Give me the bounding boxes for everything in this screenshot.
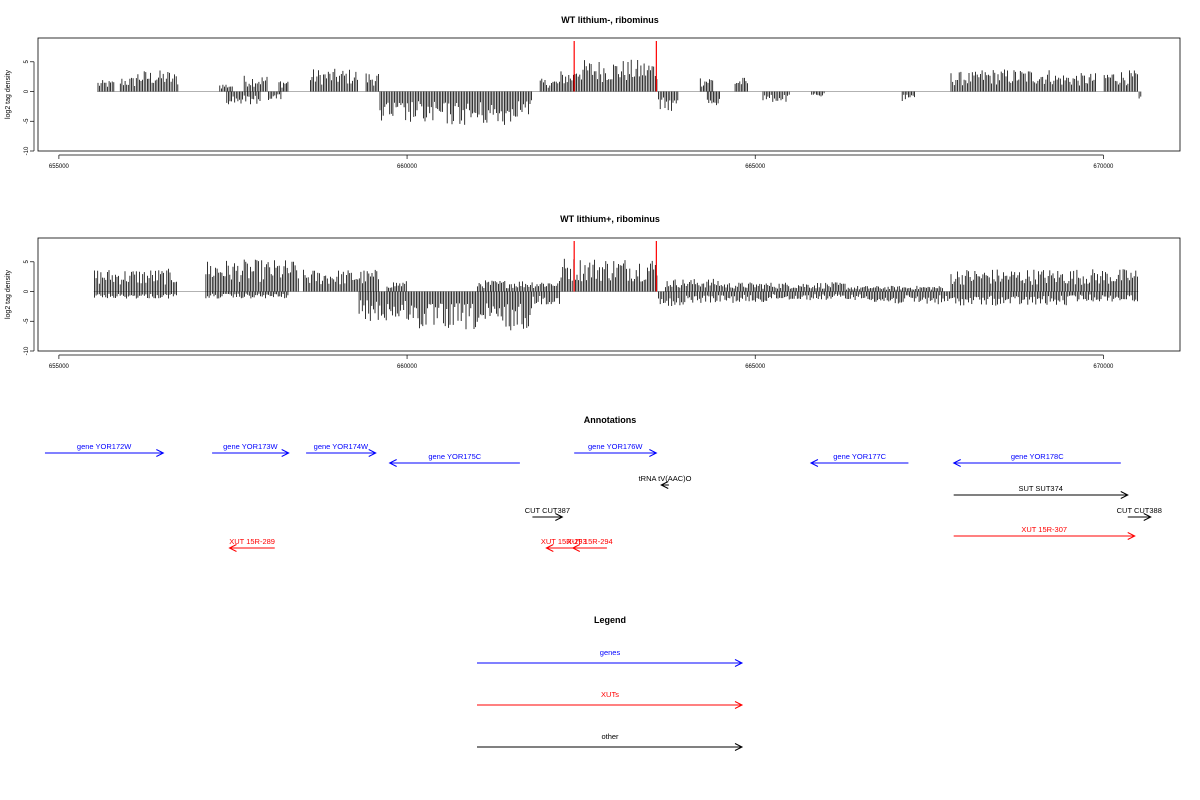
x-tick-label: 665000 <box>745 164 766 170</box>
annotation-arrow-cut-cut387-head <box>555 513 564 521</box>
legend-arrow-xuts-head <box>734 701 744 709</box>
y-axis: -10 -5 0 5 log2 tag density <box>5 259 35 355</box>
x-axis: 655000 660000 665000 670000 <box>49 154 1114 170</box>
legend-arrow-other <box>477 743 744 751</box>
y-tick-label: -10 <box>24 146 30 155</box>
x-tick-label: 655000 <box>49 164 70 170</box>
annotation-label-trna-tv-aac-o: tRNA tV(AAC)O <box>639 474 692 483</box>
annotation-arrow-gene-yor173w-head <box>281 449 290 457</box>
annotation-arrow-xut-15r-294 <box>571 544 607 552</box>
annotation-arrow-gene-yor177c-head <box>809 459 819 467</box>
y-tick-label: -5 <box>24 318 30 324</box>
annotation-label-gene-yor178c: gene YOR178C <box>1011 452 1064 461</box>
legend-arrow-xuts <box>477 701 744 709</box>
plot-frame <box>37 37 1181 152</box>
plot-frame <box>37 237 1181 352</box>
annotation-arrow-cut-cut388 <box>1127 513 1152 521</box>
annotation-label-xut-15r-294: XUT 15R-294 <box>567 537 613 546</box>
legend-title: Legend <box>594 615 626 625</box>
annotation-arrow-xut-15r-294-head <box>571 544 581 552</box>
annotation-arrow-cut-cut387 <box>532 513 564 521</box>
annotation-arrow-xut-15r-293-head <box>545 544 554 552</box>
annotation-arrow-gene-yor172w <box>44 449 165 457</box>
legend-arrow-other-head <box>734 743 744 751</box>
annotation-label-xut-15r-289: XUT 15R-289 <box>229 537 275 546</box>
annotation-label-gene-yor175c: gene YOR175C <box>428 452 481 461</box>
legend-label-xuts: XUTs <box>601 690 619 699</box>
annotation-label-gene-yor177c: gene YOR177C <box>833 452 886 461</box>
annotation-arrow-gene-yor175c <box>388 459 520 467</box>
annotations-panel: Annotations gene YOR172W gene YOR173W gene… <box>44 415 1162 552</box>
chart-title: WT lithium+, ribominus <box>560 214 660 224</box>
y-tick-label: -10 <box>24 346 30 355</box>
y-tick-label: 5 <box>24 259 30 263</box>
annotation-label-sut-sut374: SUT SUT374 <box>1018 484 1062 493</box>
annotation-label-gene-yor172w: gene YOR172W <box>77 442 132 451</box>
annotation-label-gene-yor174w: gene YOR174W <box>314 442 369 451</box>
annotation-arrow-gene-yor176w-head <box>649 449 658 457</box>
annotation-arrow-sut-sut374 <box>953 491 1129 499</box>
density-spikes <box>97 59 1142 125</box>
annotation-arrow-gene-yor173w <box>212 449 290 457</box>
annotation-arrow-xut-15r-289-head <box>228 544 237 552</box>
annotation-label-cut-cut387: CUT CUT387 <box>525 506 570 515</box>
annotation-arrow-xut-15r-307 <box>953 532 1136 540</box>
annotation-arrow-gene-yor176w <box>574 449 658 457</box>
annotation-label-cut-cut388: CUT CUT388 <box>1117 506 1162 515</box>
annotation-arrow-sut-sut374-head <box>1120 491 1129 499</box>
y-axis-label: log2 tag density <box>5 69 12 119</box>
x-tick-label: 670000 <box>1093 364 1114 370</box>
annotation-label-gene-yor173w: gene YOR173W <box>223 442 278 451</box>
annotation-label-xut-15r-293: XUT 15R-293 <box>541 537 587 546</box>
x-tick-label: 660000 <box>397 364 418 370</box>
track-panel-lithium-plus: WT lithium+, ribominus 655000 660000 665000… <box>5 214 1181 370</box>
chart-title: WT lithium-, ribominus <box>561 15 659 25</box>
y-axis-label: log2 tag density <box>5 269 12 319</box>
legend-panel: Legend genes XUTs other <box>477 615 744 751</box>
annotation-arrow-xut-15r-289 <box>228 544 275 552</box>
legend-label-other: other <box>601 732 619 741</box>
annotation-arrow-gene-yor174w <box>306 449 377 457</box>
annotation-arrow-xut-15r-307-head <box>1127 532 1136 540</box>
annotation-arrow-gene-yor177c <box>809 459 909 467</box>
track-panel-lithium-minus: WT lithium-, ribominus 655000 660000 665000… <box>5 15 1181 170</box>
annotation-arrow-cut-cut388-head <box>1143 513 1152 521</box>
annotations-title: Annotations <box>584 415 637 425</box>
y-tick-label: 5 <box>24 59 30 63</box>
annotation-arrow-gene-yor174w-head <box>368 449 377 457</box>
x-tick-label: 665000 <box>745 364 766 370</box>
x-tick-label: 670000 <box>1093 164 1114 170</box>
annotation-arrow-gene-yor178c-head <box>952 459 961 467</box>
annotation-arrow-gene-yor175c-head <box>388 459 397 467</box>
y-axis: -10 -5 0 5 log2 tag density <box>5 59 35 155</box>
x-axis: 655000 660000 665000 670000 <box>49 354 1114 370</box>
annotation-arrow-gene-yor172w-head <box>156 449 165 457</box>
y-tick-label: -5 <box>24 118 30 124</box>
legend-arrow-genes-head <box>734 659 744 667</box>
x-tick-label: 655000 <box>49 364 70 370</box>
annotation-arrow-gene-yor178c <box>952 459 1121 467</box>
y-tick-label: 0 <box>24 89 30 93</box>
legend-arrow-genes <box>477 659 744 667</box>
legend-label-genes: genes <box>600 648 621 657</box>
annotation-arrow-trna-tv-aac-o-head <box>660 481 669 489</box>
annotation-label-xut-15r-307: XUT 15R-307 <box>1021 525 1067 534</box>
density-spikes <box>94 258 1138 331</box>
annotation-arrow-trna-tv-aac-o <box>660 481 669 489</box>
y-tick-label: 0 <box>24 289 30 293</box>
annotation-label-gene-yor176w: gene YOR176W <box>588 442 643 451</box>
x-tick-label: 660000 <box>397 164 418 170</box>
